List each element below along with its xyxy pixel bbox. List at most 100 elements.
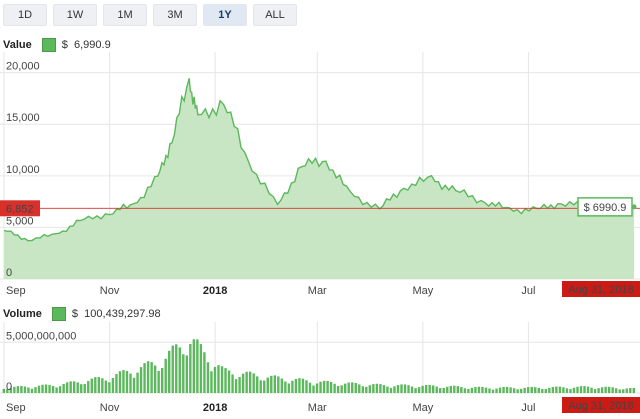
volume-bar: [505, 386, 509, 393]
volume-bar: [160, 367, 164, 393]
volume-bar: [354, 382, 357, 393]
volume-bar: [590, 387, 593, 393]
volume-bar: [132, 377, 136, 393]
volume-bar: [358, 384, 361, 393]
price-date-label: Aug 31, 2018: [568, 284, 633, 296]
volume-bar: [382, 385, 386, 393]
volume-bar: [351, 382, 354, 393]
volume-bar: [629, 387, 632, 393]
volume-bar: [600, 387, 604, 393]
volume-bar: [400, 384, 403, 393]
volume-bar: [182, 354, 185, 393]
volume-bar: [153, 365, 157, 393]
volume-bar: [365, 386, 368, 393]
volume-bar: [196, 339, 199, 393]
volume-bar: [241, 373, 245, 393]
volume-bar: [530, 386, 533, 393]
volume-bar: [336, 385, 340, 393]
volume-bar: [143, 363, 146, 393]
volume-bar: [263, 380, 266, 393]
volume-bar: [396, 385, 400, 393]
price-chart[interactable]: 6,852 0 5,000 10,000 15,000 20,000 $ 6990.9 Sep…: [0, 52, 640, 297]
volume-chart[interactable]: 0 5,000,000,000 Sep Nov 2018 Mar May Jul Aug 31,…: [0, 322, 640, 419]
volume-bar: [597, 388, 600, 393]
value-legend-current: 6,990.9: [74, 39, 111, 51]
volume-bar: [431, 385, 435, 393]
volume-bar: [178, 347, 181, 393]
range-button-1w[interactable]: 1W: [53, 4, 97, 26]
volume-bar: [65, 382, 69, 393]
volume-x-tick-label: 2018: [203, 402, 227, 414]
volume-bar: [467, 388, 470, 393]
volume-bar: [238, 376, 241, 393]
range-button-1d[interactable]: 1D: [3, 4, 47, 26]
volume-bar: [375, 383, 379, 393]
price-x-tick-label: May: [412, 285, 433, 297]
range-button-1m[interactable]: 1M: [103, 4, 147, 26]
volume-bar: [379, 384, 382, 393]
volume-bar: [122, 370, 125, 393]
volume-bar: [414, 388, 417, 393]
volume-bar: [583, 386, 586, 393]
volume-bar: [604, 386, 607, 393]
volume-bar: [266, 377, 269, 393]
volume-bar: [611, 387, 614, 393]
volume-bar: [27, 387, 30, 393]
volume-bar: [527, 387, 530, 393]
volume-bar: [72, 381, 76, 393]
volume-bar: [206, 362, 210, 393]
range-button-3m[interactable]: 3M: [153, 4, 197, 26]
volume-bar: [333, 383, 336, 393]
volume-bar: [298, 378, 301, 393]
volume-bar: [625, 388, 628, 393]
volume-bar: [287, 383, 291, 393]
volume-bar: [312, 385, 315, 393]
volume-bar: [347, 382, 350, 393]
volume-bar: [534, 387, 537, 393]
volume-bar: [164, 358, 167, 393]
volume-bar: [551, 386, 555, 393]
volume-bar: [565, 388, 569, 393]
volume-bar: [632, 387, 635, 393]
volume-bar: [502, 387, 505, 393]
volume-bar: [319, 381, 322, 393]
volume-bar: [386, 386, 389, 393]
volume-bar: [146, 361, 150, 393]
volume-bar: [136, 372, 139, 393]
volume-x-tick-label: Jul: [521, 402, 535, 414]
volume-bar: [294, 378, 298, 393]
volume-bar: [23, 386, 27, 393]
volume-bar: [139, 367, 143, 393]
volume-bar: [51, 385, 55, 393]
volume-bar: [622, 389, 625, 393]
volume-bar: [615, 388, 618, 393]
range-button-all[interactable]: ALL: [253, 4, 297, 26]
reference-label: 6,852: [6, 203, 34, 215]
volume-bar: [6, 389, 9, 393]
volume-bar: [203, 352, 206, 393]
volume-bar: [234, 379, 238, 393]
volume-bar: [284, 381, 287, 393]
volume-bar: [80, 384, 83, 393]
range-button-1y[interactable]: 1Y: [203, 4, 247, 26]
price-line-series: [3, 78, 635, 242]
volume-bar: [20, 386, 23, 393]
volume-x-tick-label: Nov: [100, 402, 120, 414]
volume-bar: [484, 387, 488, 393]
price-x-tick-label: Sep: [6, 285, 26, 297]
volume-bar: [248, 371, 252, 393]
value-legend-label: Value: [3, 39, 32, 51]
volume-bar: [372, 384, 375, 393]
volume-bar: [456, 386, 460, 393]
volume-bar: [101, 378, 104, 393]
volume-bar: [199, 344, 203, 393]
volume-legend: Volume $ 100,439,297.98: [3, 306, 161, 322]
volume-x-tick-label: Mar: [308, 402, 327, 414]
volume-bar: [16, 386, 20, 393]
volume-bar: [463, 388, 467, 393]
volume-x-tick-label: May: [412, 402, 433, 414]
volume-bar: [168, 350, 171, 393]
value-legend-currency: $: [61, 39, 68, 51]
volume-bar: [410, 386, 414, 393]
price-x-tick-label: 2018: [203, 285, 227, 297]
